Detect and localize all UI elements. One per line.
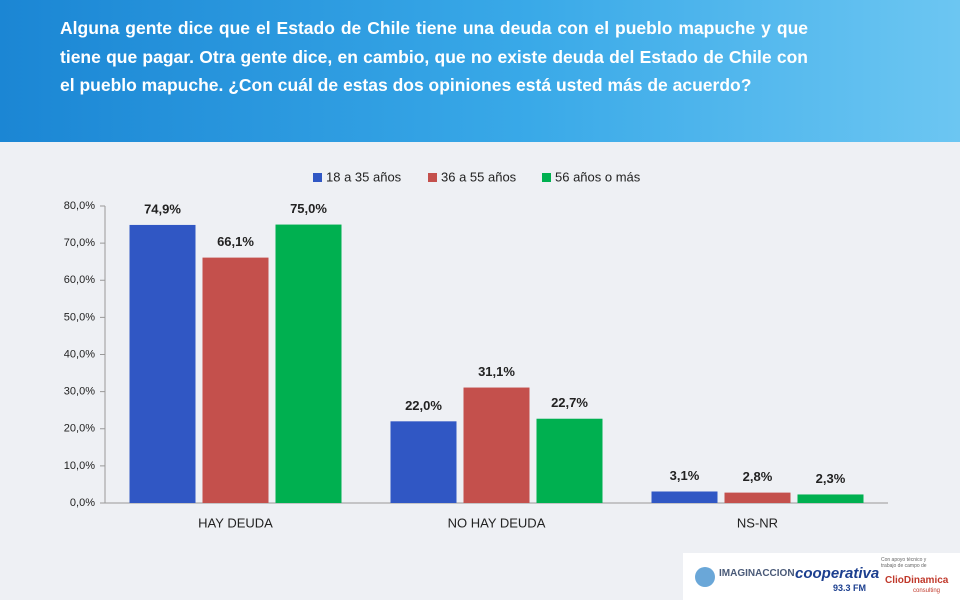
bar	[797, 494, 864, 503]
y-tick-label: 70,0%	[64, 237, 95, 249]
y-tick-label: 50,0%	[64, 311, 95, 323]
data-label: 22,7%	[551, 395, 588, 410]
y-tick-label: 30,0%	[64, 386, 95, 398]
legend-swatch	[428, 173, 437, 182]
bar	[129, 224, 196, 503]
chart-title: Alguna gente dice que el Estado de Chile…	[60, 18, 808, 96]
bar	[463, 387, 530, 503]
data-label: 75,0%	[290, 201, 327, 216]
x-tick-label: HAY DEUDA	[198, 515, 273, 530]
logo-text: IMAGINACCION	[719, 568, 795, 579]
logo-text: 93.3 FM	[833, 583, 867, 593]
bar	[275, 224, 342, 503]
data-label: 31,1%	[478, 364, 515, 379]
bar	[390, 421, 457, 503]
legend-label: 56 años o más	[555, 169, 641, 184]
data-label: 2,3%	[816, 471, 846, 486]
data-label: 22,0%	[405, 398, 442, 413]
x-tick-label: NS-NR	[737, 515, 778, 530]
data-label: 2,8%	[743, 469, 773, 484]
data-label: 74,9%	[144, 201, 181, 216]
y-tick-label: 60,0%	[64, 274, 95, 286]
legend-swatch	[313, 173, 322, 182]
legend-label: 36 a 55 años	[441, 169, 517, 184]
y-tick-label: 20,0%	[64, 423, 95, 435]
y-tick-label: 40,0%	[64, 348, 95, 360]
logos: IMAGINACCION cooperativa 93.3 FM Con apo…	[683, 553, 960, 600]
legend-label: 18 a 35 años	[326, 169, 402, 184]
logo-text: Con apoyo técnico y trabajo de campo de	[881, 557, 927, 569]
data-label: 66,1%	[217, 234, 254, 249]
logo-text: cooperativa	[795, 565, 880, 582]
logo-text: ClioDinamica	[885, 575, 949, 586]
bar	[536, 418, 603, 503]
x-tick-label: NO HAY DEUDA	[448, 515, 546, 530]
y-tick-label: 10,0%	[64, 460, 95, 472]
bar	[202, 257, 269, 503]
bar	[651, 491, 718, 503]
legend-swatch	[542, 173, 551, 182]
bar	[724, 492, 791, 503]
y-tick-label: 0,0%	[70, 497, 95, 509]
data-label: 3,1%	[670, 468, 700, 483]
logo-icon	[695, 567, 715, 587]
logo-text: consulting	[913, 588, 941, 594]
y-tick-label: 80,0%	[64, 200, 95, 212]
header	[0, 0, 960, 142]
